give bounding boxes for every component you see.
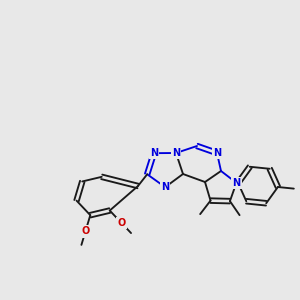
Text: N: N (161, 182, 169, 192)
Text: N: N (150, 148, 158, 158)
Text: O: O (117, 218, 125, 228)
Text: N: N (232, 178, 241, 188)
Text: N: N (172, 148, 180, 158)
Text: O: O (81, 226, 89, 236)
Text: N: N (213, 148, 221, 158)
